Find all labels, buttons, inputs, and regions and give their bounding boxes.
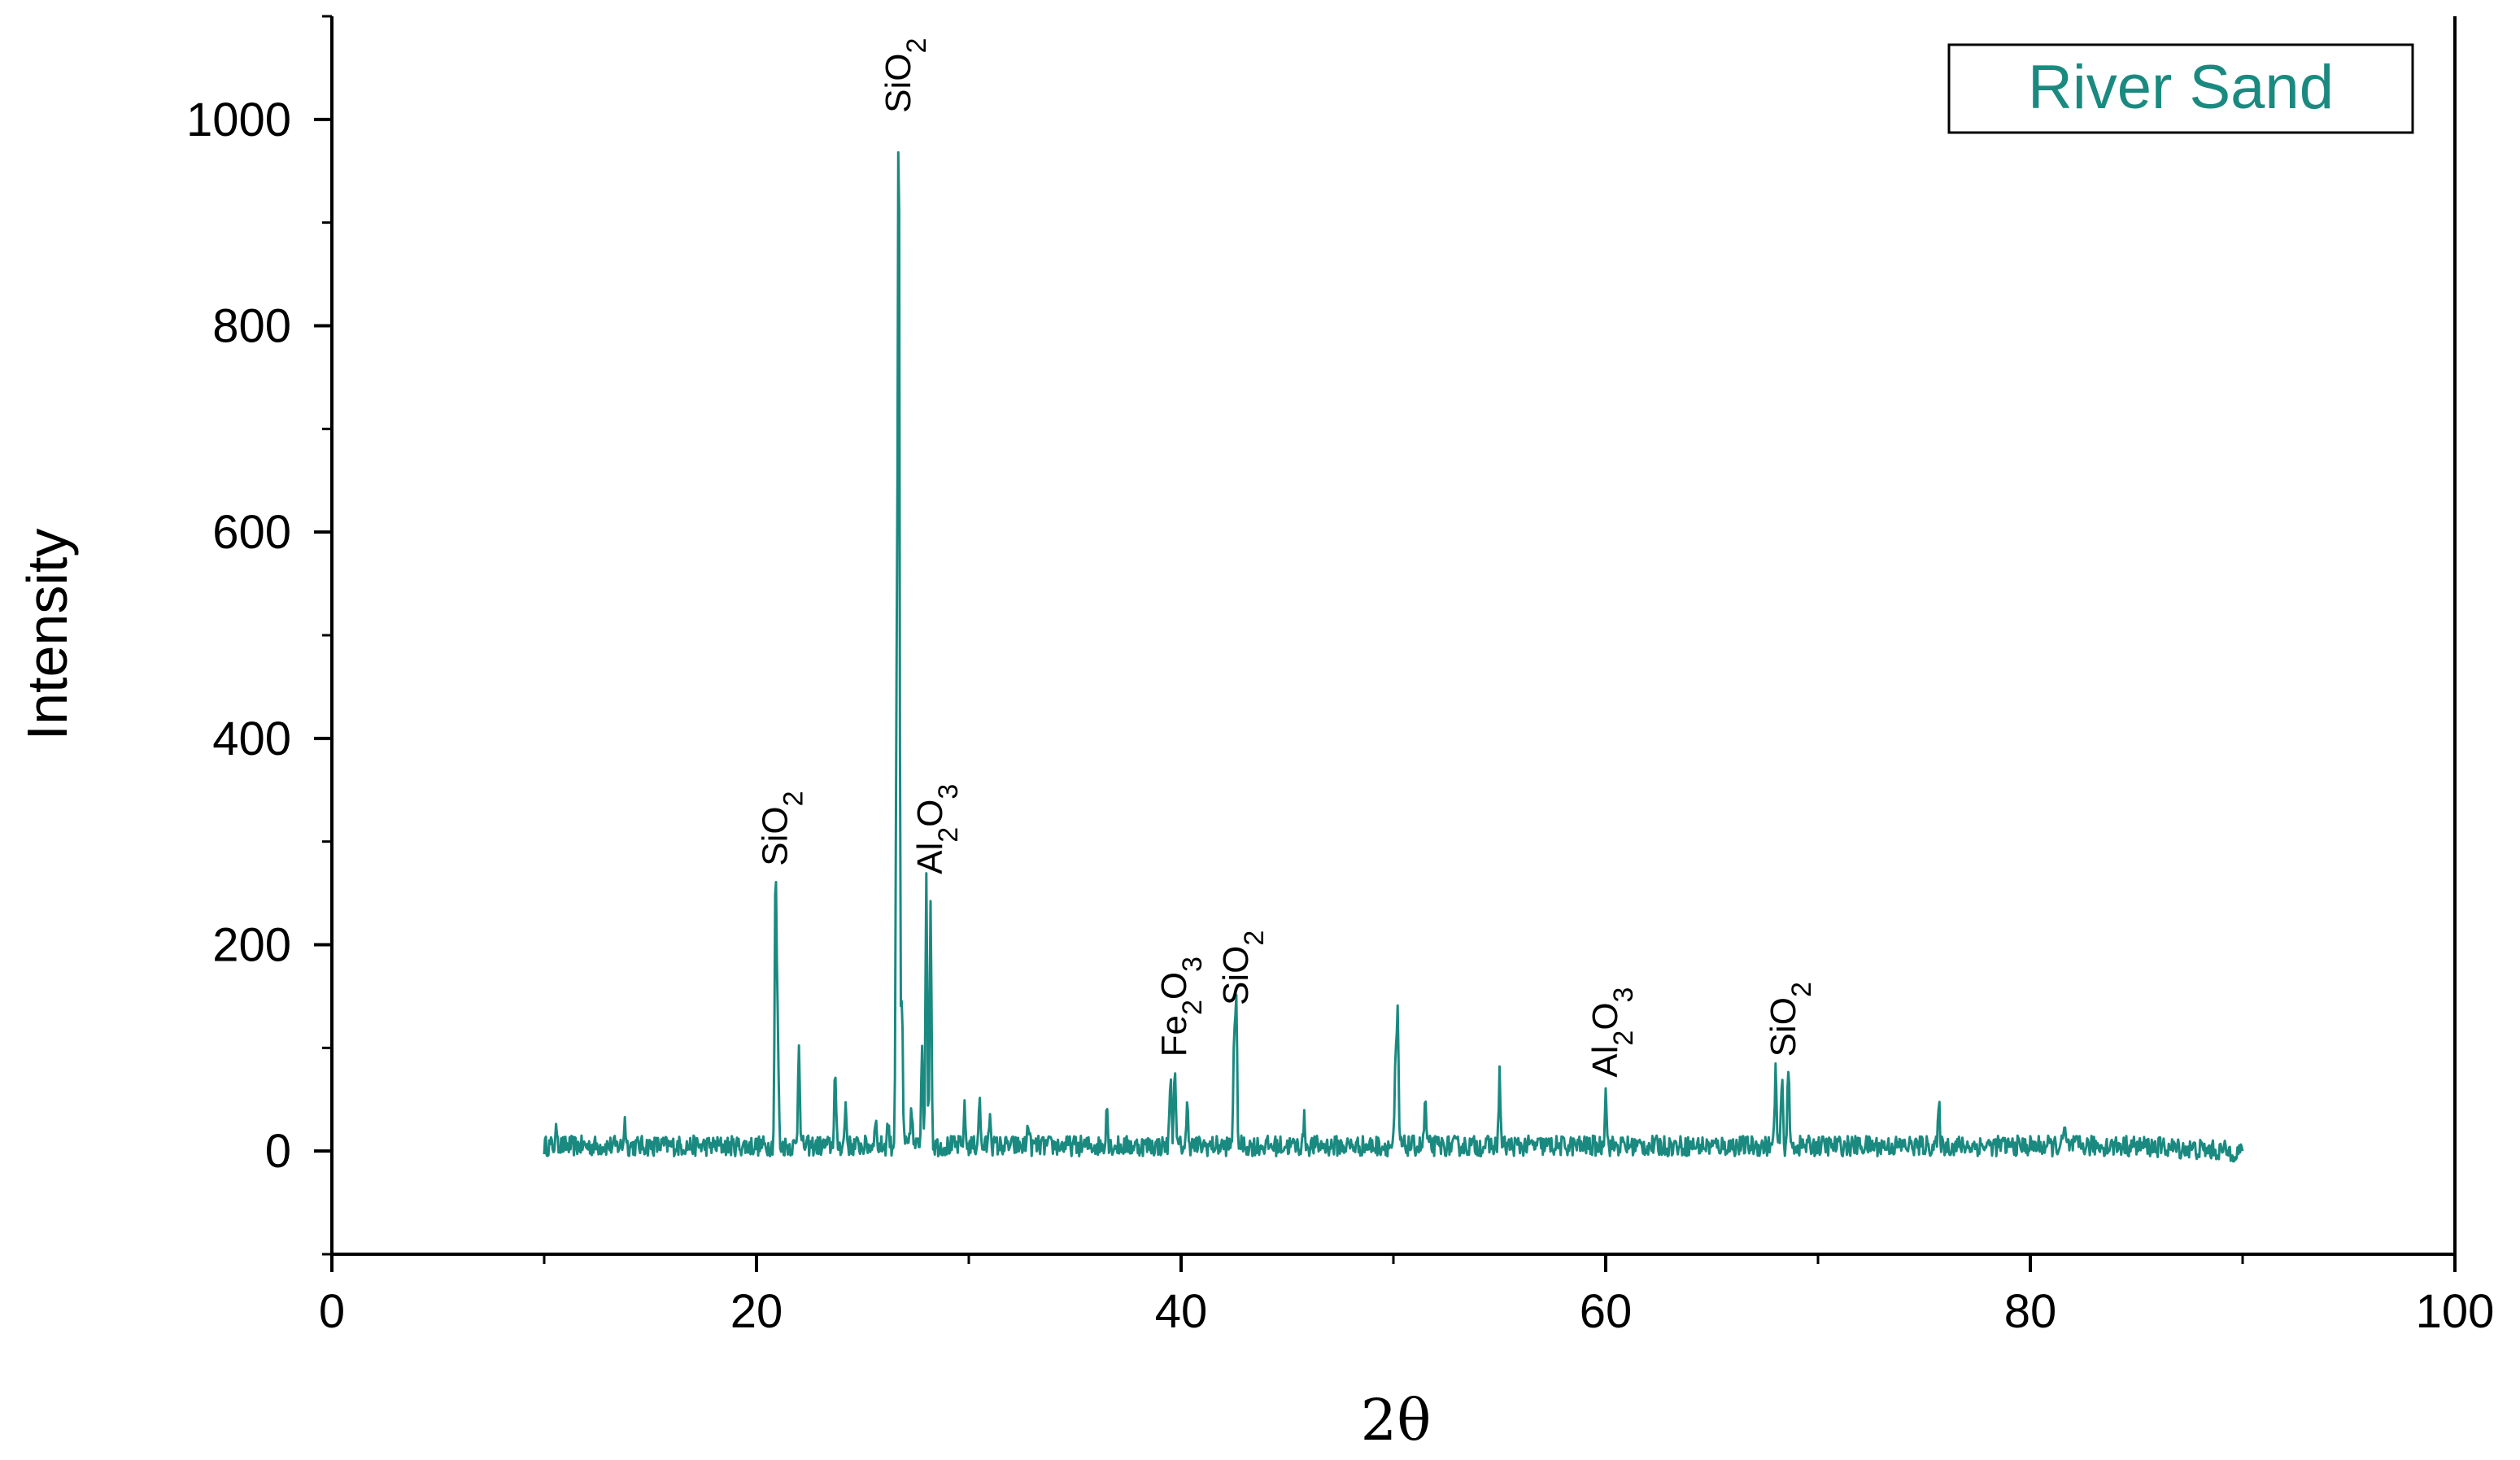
y-tick-label: 400 [212,713,291,765]
series-line-river-sand [543,150,2244,1163]
y-tick-label: 600 [212,506,291,559]
peak-label: SiO2 [879,38,932,113]
x-tick-label: 20 [730,1285,783,1338]
legend-entry-river-sand: River Sand [2028,53,2334,122]
legend: River Sand [1947,43,2414,134]
y-axis-title: Intensity [15,529,79,741]
x-axis-title: 2θ [1361,1387,1432,1453]
legend-box [1947,43,2414,134]
peak-label: SiO2 [755,791,809,865]
x-tick-label: 100 [2416,1285,2495,1338]
x-tick-label: 0 [319,1285,345,1338]
peak-label: SiO2 [1216,930,1270,1005]
y-tick-label: 800 [212,300,291,353]
y-tick-label: 200 [212,919,291,972]
y-tick-label: 0 [265,1125,291,1178]
peak-label: Fe2O3 [1154,957,1208,1057]
x-tick-label: 80 [2004,1285,2057,1338]
y-tick-label: 1000 [186,94,291,146]
peak-label: SiO2 [1764,982,1817,1057]
x-tick-label: 40 [1155,1285,1208,1338]
peak-label: Al2O3 [1585,987,1639,1078]
peak-label: Al2O3 [910,784,964,874]
x-tick-label: 60 [1580,1285,1633,1338]
series-layer [543,150,2244,1163]
